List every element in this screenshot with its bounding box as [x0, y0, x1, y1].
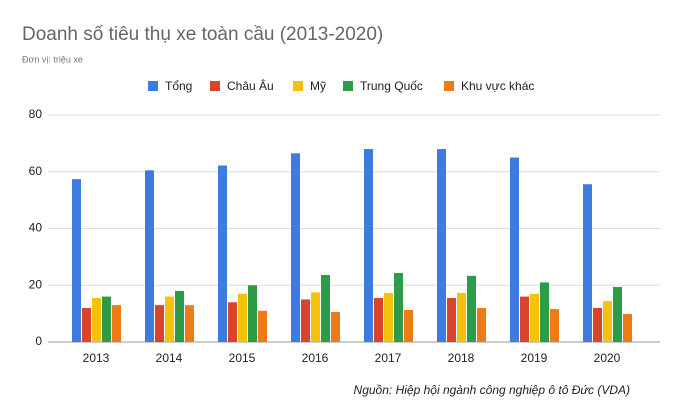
bar	[457, 292, 466, 342]
bar	[603, 301, 612, 342]
legend-label: Trung Quốc	[360, 79, 423, 93]
source-note: Nguồn: Hiệp hội ngành công nghiệp ô tô Đ…	[354, 383, 630, 397]
bar	[583, 184, 592, 342]
bar	[374, 298, 383, 342]
bar	[311, 292, 320, 342]
x-tick-label: 2015	[229, 351, 256, 365]
bar	[593, 307, 602, 342]
bar	[72, 179, 81, 342]
bar	[155, 305, 164, 342]
y-tick-label: 20	[29, 277, 43, 291]
bar	[437, 149, 446, 342]
bar	[510, 157, 519, 342]
bar	[364, 149, 373, 342]
y-tick-label: 0	[35, 334, 42, 348]
bar	[404, 309, 413, 342]
chart-title: Doanh số tiêu thụ xe toàn cầu (2013-2020…	[22, 24, 383, 45]
bar	[92, 298, 101, 342]
bar	[228, 302, 237, 342]
legend-swatch	[210, 81, 220, 91]
legend-swatch	[444, 81, 454, 91]
bar	[218, 165, 227, 342]
bar	[175, 290, 184, 342]
bar	[477, 307, 486, 342]
bar	[321, 275, 330, 342]
legend-label: Mỹ	[310, 79, 326, 93]
bar	[291, 153, 300, 342]
bar	[238, 293, 247, 342]
x-tick-label: 2018	[448, 351, 475, 365]
bar	[301, 299, 310, 342]
x-tick-label: 2014	[156, 351, 183, 365]
bar	[258, 310, 267, 342]
bar	[467, 275, 476, 342]
bar	[623, 313, 632, 342]
bar	[384, 292, 393, 342]
x-tick-label: 2020	[594, 351, 621, 365]
legend-label: Châu Âu	[227, 78, 274, 93]
legend-swatch	[343, 81, 353, 91]
bar	[331, 311, 340, 342]
bar	[550, 309, 559, 342]
bar	[102, 296, 111, 342]
x-tick-label: 2017	[375, 351, 402, 365]
bar	[145, 170, 154, 342]
y-tick-label: 60	[29, 164, 43, 178]
x-tick-label: 2019	[521, 351, 548, 365]
bar	[248, 285, 257, 342]
legend-swatch	[293, 81, 303, 91]
bar	[613, 286, 622, 342]
bar	[165, 296, 174, 342]
bar	[82, 307, 91, 342]
bar	[185, 305, 194, 342]
y-tick-label: 80	[29, 107, 43, 121]
bar	[112, 305, 121, 342]
bar	[394, 273, 403, 342]
bar	[520, 296, 529, 342]
legend-label: Tổng	[165, 79, 192, 93]
bar	[530, 293, 539, 342]
legend-swatch	[148, 81, 158, 91]
legend-label: Khu vực khác	[461, 79, 534, 93]
chart-subtitle: Đơn vị: triệu xe	[22, 54, 83, 64]
bar	[447, 298, 456, 342]
bar	[540, 282, 549, 342]
y-tick-label: 40	[29, 221, 43, 235]
x-tick-label: 2013	[83, 351, 110, 365]
x-tick-label: 2016	[302, 351, 329, 365]
